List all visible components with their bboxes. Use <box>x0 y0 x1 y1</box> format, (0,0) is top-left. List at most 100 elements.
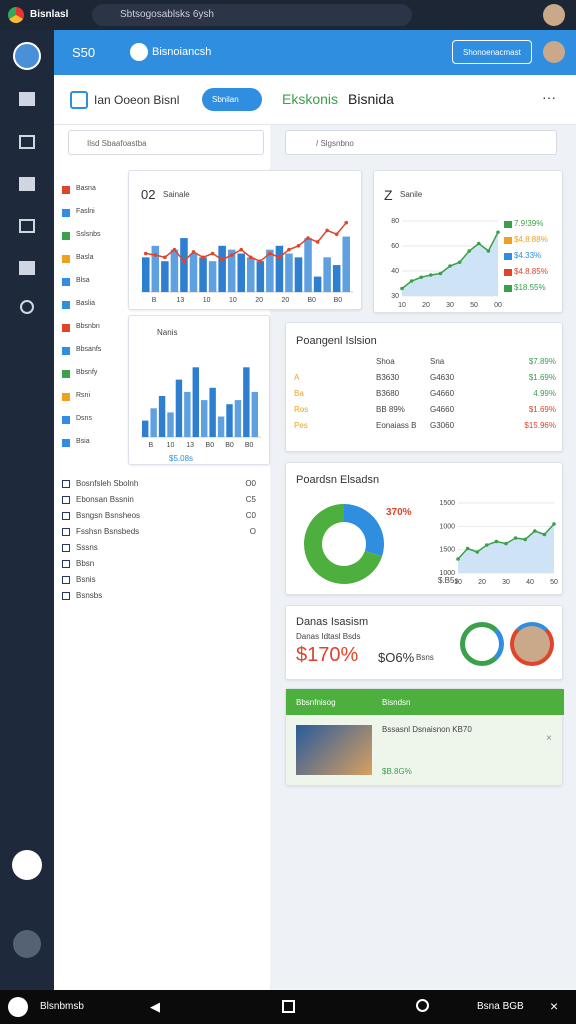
toolbar-tab[interactable]: Sbnilan <box>202 88 262 111</box>
bar <box>304 238 312 292</box>
bar <box>217 416 225 437</box>
bar <box>323 257 331 292</box>
x-tick-label: 20 <box>255 297 263 304</box>
trend-point <box>172 247 177 252</box>
bar <box>226 404 233 437</box>
legend-label: $4.33% <box>514 251 542 260</box>
trend-point <box>334 232 339 237</box>
donut-slice <box>344 504 384 557</box>
nav-circle[interactable] <box>20 300 34 314</box>
user-avatar[interactable] <box>13 42 41 70</box>
point <box>457 260 462 265</box>
point <box>467 249 471 253</box>
table: Shoa Sna $7.89% A B3630 G4630 $1.69% Ba B3680 G46… <box>294 357 556 449</box>
sidebar-icon <box>62 278 70 286</box>
table-cell: G4660 <box>430 389 455 398</box>
bar <box>256 261 265 292</box>
app-header: S50 Bisnoiancsh Shonoenacmast <box>54 30 576 75</box>
nav-grid[interactable] <box>19 219 35 233</box>
promo-image <box>296 725 372 775</box>
list-label: Sssns <box>76 543 98 552</box>
bar <box>227 249 236 292</box>
nav-home-btn[interactable] <box>282 1000 295 1013</box>
sidebar-item: Rsni <box>76 392 91 399</box>
profile-avatar[interactable] <box>543 4 565 26</box>
nav-check[interactable] <box>19 177 35 191</box>
y-tick-label: 1500 <box>439 547 455 554</box>
nav-search-btn[interactable] <box>416 999 429 1012</box>
search-right[interactable]: / Slgsnbno <box>285 130 557 155</box>
browser-logo <box>8 7 24 23</box>
search-left[interactable]: Ilsd Sbaafoastba <box>68 130 264 155</box>
trend-point <box>344 220 349 225</box>
nav-badge[interactable] <box>12 850 42 880</box>
sidebar-item: Bbsanfs <box>76 346 102 353</box>
browser-bar: Bisnlasl Sbtsogosablsks 6ysh <box>0 0 576 30</box>
legend-label: $18.55% <box>514 283 546 292</box>
legend-label: $4.8.85% <box>514 267 548 276</box>
y-tick-label: 30 <box>391 293 399 300</box>
toolbar-icon <box>70 91 88 109</box>
nav-settings[interactable] <box>13 930 41 958</box>
header-avatar[interactable] <box>543 41 565 63</box>
list-label: Ebonsan Bssnin <box>76 495 134 504</box>
promo-line1: Bssasnl Dsnaisnon KB70 <box>382 725 472 734</box>
trend-line <box>145 222 347 263</box>
back-label[interactable]: S50 <box>72 45 96 60</box>
nav-box[interactable] <box>19 135 35 149</box>
point <box>456 557 460 561</box>
point <box>504 541 508 546</box>
point <box>419 275 423 280</box>
table-cell: $1.69% <box>528 405 556 414</box>
address-bar[interactable]: Sbtsogosablsks 6ysh <box>92 4 412 26</box>
bar <box>167 412 174 437</box>
table-card: Poangenl Islsion Shoa Sna $7.89% A B3630 G463… <box>285 322 563 452</box>
more-menu[interactable]: ··· <box>542 89 556 105</box>
point <box>475 550 479 554</box>
y-tick-label: 1000 <box>439 570 455 577</box>
nav-close[interactable]: × <box>550 998 559 1014</box>
trend-point <box>153 253 158 257</box>
legend-swatch <box>504 253 512 260</box>
area <box>402 232 498 296</box>
x-tick-label: B0 <box>307 297 316 304</box>
y-tick-label: 40 <box>391 268 399 275</box>
bottom-right-text: Bsna BGB <box>477 1001 524 1012</box>
trend-letter: Z <box>384 187 393 203</box>
point <box>400 286 404 291</box>
bar <box>294 257 303 292</box>
bar <box>251 391 258 437</box>
list-value: C5 <box>245 495 256 504</box>
list-label: Bsngsn Bsnsheos <box>76 511 141 520</box>
list-label: Bsnis <box>76 575 96 584</box>
x-tick-label: B0 <box>206 442 215 449</box>
nav-rail <box>0 30 54 990</box>
table-cell: B3680 <box>376 389 400 398</box>
line-chart: 80 60 40 30 10 20 30 50 00 <box>391 218 502 309</box>
promo-close[interactable]: × <box>546 733 552 744</box>
list-value: C0 <box>245 511 256 520</box>
x-tick-label: 00 <box>494 302 502 309</box>
list-value: O <box>249 527 256 536</box>
header-button[interactable]: Shonoenacmast <box>452 40 532 64</box>
nav-chart[interactable] <box>19 261 35 275</box>
x-tick-label: B <box>148 442 153 449</box>
donut-slice <box>304 504 383 584</box>
x-tick-label: 20 <box>422 302 430 309</box>
bar <box>285 253 293 292</box>
promo-line2: $B.8G% <box>382 767 412 776</box>
nav-back[interactable]: ◀ <box>150 999 160 1014</box>
nav-home[interactable] <box>19 92 35 106</box>
point <box>533 529 537 533</box>
table-cell: Pes <box>294 421 308 430</box>
sidebar-icon <box>62 301 70 309</box>
stat-title: Danas Isasism <box>296 616 369 628</box>
legend: 7.9!39% $4,8.88% $4.33% $4.8.85% $18.55% <box>504 219 562 309</box>
sidebar-icon <box>62 209 70 217</box>
bar <box>313 276 322 292</box>
trend-point <box>325 228 329 233</box>
sidebar-icon <box>62 232 70 240</box>
trend-point <box>277 255 282 260</box>
address-text: Sbtsogosablsks 6ysh <box>120 9 214 20</box>
table-cell: Ba <box>294 389 304 398</box>
